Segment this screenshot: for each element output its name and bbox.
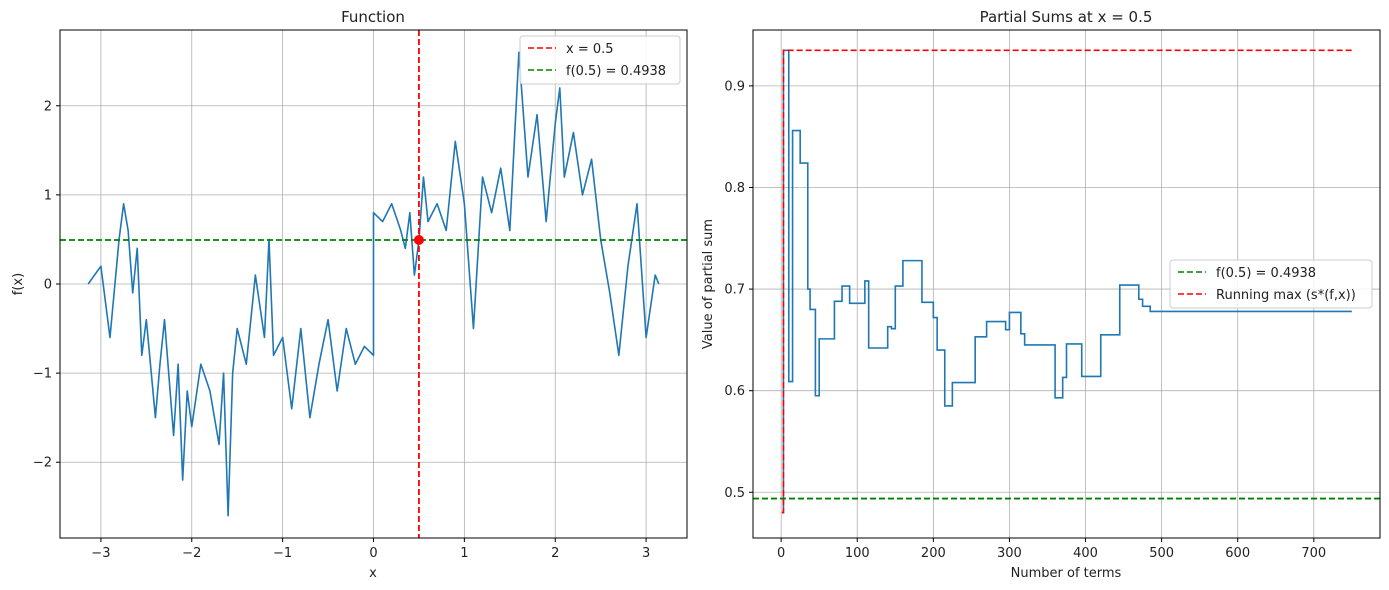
y-tick-label: 1 (44, 188, 52, 203)
x-tick-label: 100 (845, 546, 870, 561)
legend-label-runmax: Running max (s*(f,x)) (1216, 288, 1356, 303)
x-tick-label: 3 (642, 546, 650, 561)
plot-area (60, 30, 687, 538)
ticks: −3 −2 −1 0 1 2 3 −2 −1 0 1 2 (33, 99, 650, 561)
x-tick-label: 400 (1073, 546, 1098, 561)
partial-sums-chart: Partial Sums at x = 0.5 0 100 200 300 400 500… (701, 8, 1381, 581)
grid (60, 30, 687, 538)
legend-box (519, 35, 681, 85)
y-tick-label: 0 (44, 278, 52, 293)
y-tick-label: −1 (33, 367, 52, 382)
x-tick-label: 2 (551, 546, 559, 561)
legend-box (1169, 259, 1373, 309)
highlight-point (413, 234, 424, 245)
ticks: 0 100 200 300 400 500 600 700 0.5 0.6 0.7 0.8 0.9 (724, 79, 1326, 561)
y-tick-label: 2 (44, 99, 52, 114)
y-tick-label: 0.7 (724, 283, 745, 298)
chart-title: Function (341, 8, 405, 26)
y-tick-label: −2 (33, 456, 52, 471)
partial-sum-line (781, 49, 1352, 514)
running-max-line (781, 49, 1352, 514)
plot-area (753, 49, 1380, 514)
x-axis-label: x (369, 566, 377, 581)
legend-label-vline: x = 0.5 (566, 42, 614, 57)
x-tick-label: 1 (460, 546, 468, 561)
axes-frame (752, 29, 1381, 539)
legend-label-hline: f(0.5) = 0.4938 (1216, 266, 1316, 281)
y-axis-label: f(x) (11, 273, 26, 295)
x-tick-label: 200 (921, 546, 946, 561)
x-tick-label: 600 (1225, 546, 1250, 561)
y-tick-label: 0.9 (724, 79, 745, 94)
x-tick-label: −1 (273, 546, 292, 561)
y-tick-label: 0.6 (724, 384, 745, 399)
function-line (87, 51, 660, 517)
y-tick-label: 0.5 (724, 486, 745, 501)
chart-title: Partial Sums at x = 0.5 (980, 8, 1153, 26)
legend: x = 0.5 f(0.5) = 0.4938 (519, 35, 681, 85)
x-tick-label: −3 (91, 546, 110, 561)
function-chart: Function −3 −2 −1 0 1 2 3 −2 −1 0 1 2 x f(x) x = 0.… (11, 8, 688, 581)
x-tick-label: 0 (369, 546, 377, 561)
legend-label-hline: f(0.5) = 0.4938 (566, 64, 666, 79)
x-axis-label: Number of terms (1011, 566, 1122, 581)
y-tick-label: 0.8 (724, 181, 745, 196)
x-tick-label: −2 (182, 546, 201, 561)
x-tick-label: 500 (1149, 546, 1174, 561)
x-tick-label: 0 (777, 546, 785, 561)
legend: f(0.5) = 0.4938 Running max (s*(f,x)) (1169, 259, 1373, 309)
x-tick-label: 300 (997, 546, 1022, 561)
x-tick-label: 700 (1301, 546, 1326, 561)
y-axis-label: Value of partial sum (701, 219, 716, 349)
